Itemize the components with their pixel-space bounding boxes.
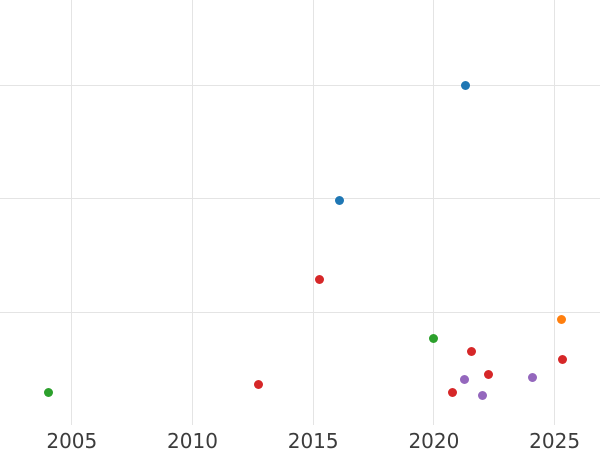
data-point-red [448, 387, 458, 397]
horizontal-gridline [0, 198, 600, 200]
vertical-gridline [192, 0, 193, 425]
vertical-gridline [554, 0, 556, 425]
data-point-blue [460, 80, 470, 90]
horizontal-gridline [0, 84, 600, 86]
data-point-red [466, 346, 476, 356]
vertical-gridline [312, 0, 314, 425]
x-tick-label: 2005 [46, 429, 98, 450]
data-point-blue [334, 195, 344, 205]
x-tick-label: 2020 [408, 429, 460, 450]
data-point-green [43, 387, 53, 397]
data-point-red [254, 379, 264, 389]
horizontal-gridline [0, 312, 600, 314]
x-tick-label: 2025 [529, 429, 581, 450]
data-point-purple [528, 373, 538, 383]
data-point-purple [460, 375, 470, 385]
data-point-red [315, 275, 325, 285]
data-point-red [557, 354, 567, 364]
vertical-gridline [71, 0, 73, 425]
data-point-orange [556, 315, 566, 325]
x-tick-label: 2010 [167, 429, 218, 450]
vertical-gridline [433, 0, 435, 425]
data-point-green [428, 334, 438, 344]
data-point-purple [478, 391, 488, 401]
data-point-red [484, 369, 494, 379]
x-tick-label: 2015 [287, 429, 339, 450]
